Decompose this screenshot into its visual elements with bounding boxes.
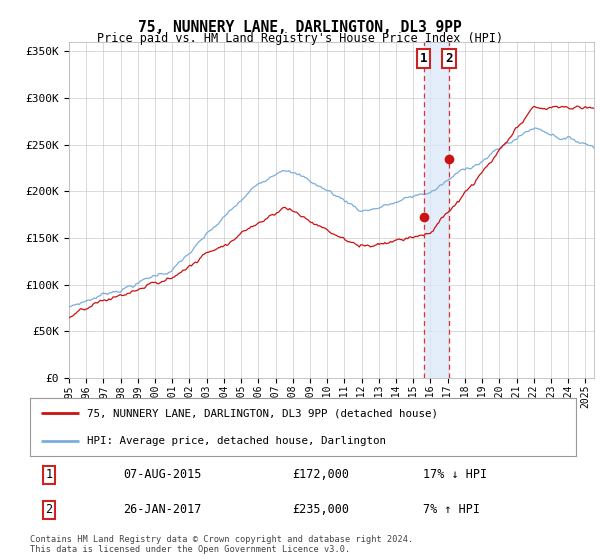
Text: Price paid vs. HM Land Registry's House Price Index (HPI): Price paid vs. HM Land Registry's House … <box>97 32 503 45</box>
Text: 1: 1 <box>420 52 427 65</box>
Text: £172,000: £172,000 <box>292 468 349 481</box>
Text: HPI: Average price, detached house, Darlington: HPI: Average price, detached house, Darl… <box>88 436 386 446</box>
Text: 07-AUG-2015: 07-AUG-2015 <box>123 468 201 481</box>
Text: 17% ↓ HPI: 17% ↓ HPI <box>423 468 487 481</box>
Text: 26-JAN-2017: 26-JAN-2017 <box>123 503 201 516</box>
Bar <box>424 42 449 378</box>
Text: 1: 1 <box>46 468 53 481</box>
Text: 7% ↑ HPI: 7% ↑ HPI <box>423 503 480 516</box>
Text: £235,000: £235,000 <box>292 503 349 516</box>
Text: 2: 2 <box>46 503 53 516</box>
Text: 75, NUNNERY LANE, DARLINGTON, DL3 9PP (detached house): 75, NUNNERY LANE, DARLINGTON, DL3 9PP (d… <box>88 408 439 418</box>
Text: 75, NUNNERY LANE, DARLINGTON, DL3 9PP: 75, NUNNERY LANE, DARLINGTON, DL3 9PP <box>138 20 462 35</box>
Text: 2: 2 <box>445 52 453 65</box>
Text: Contains HM Land Registry data © Crown copyright and database right 2024.
This d: Contains HM Land Registry data © Crown c… <box>30 535 413 554</box>
